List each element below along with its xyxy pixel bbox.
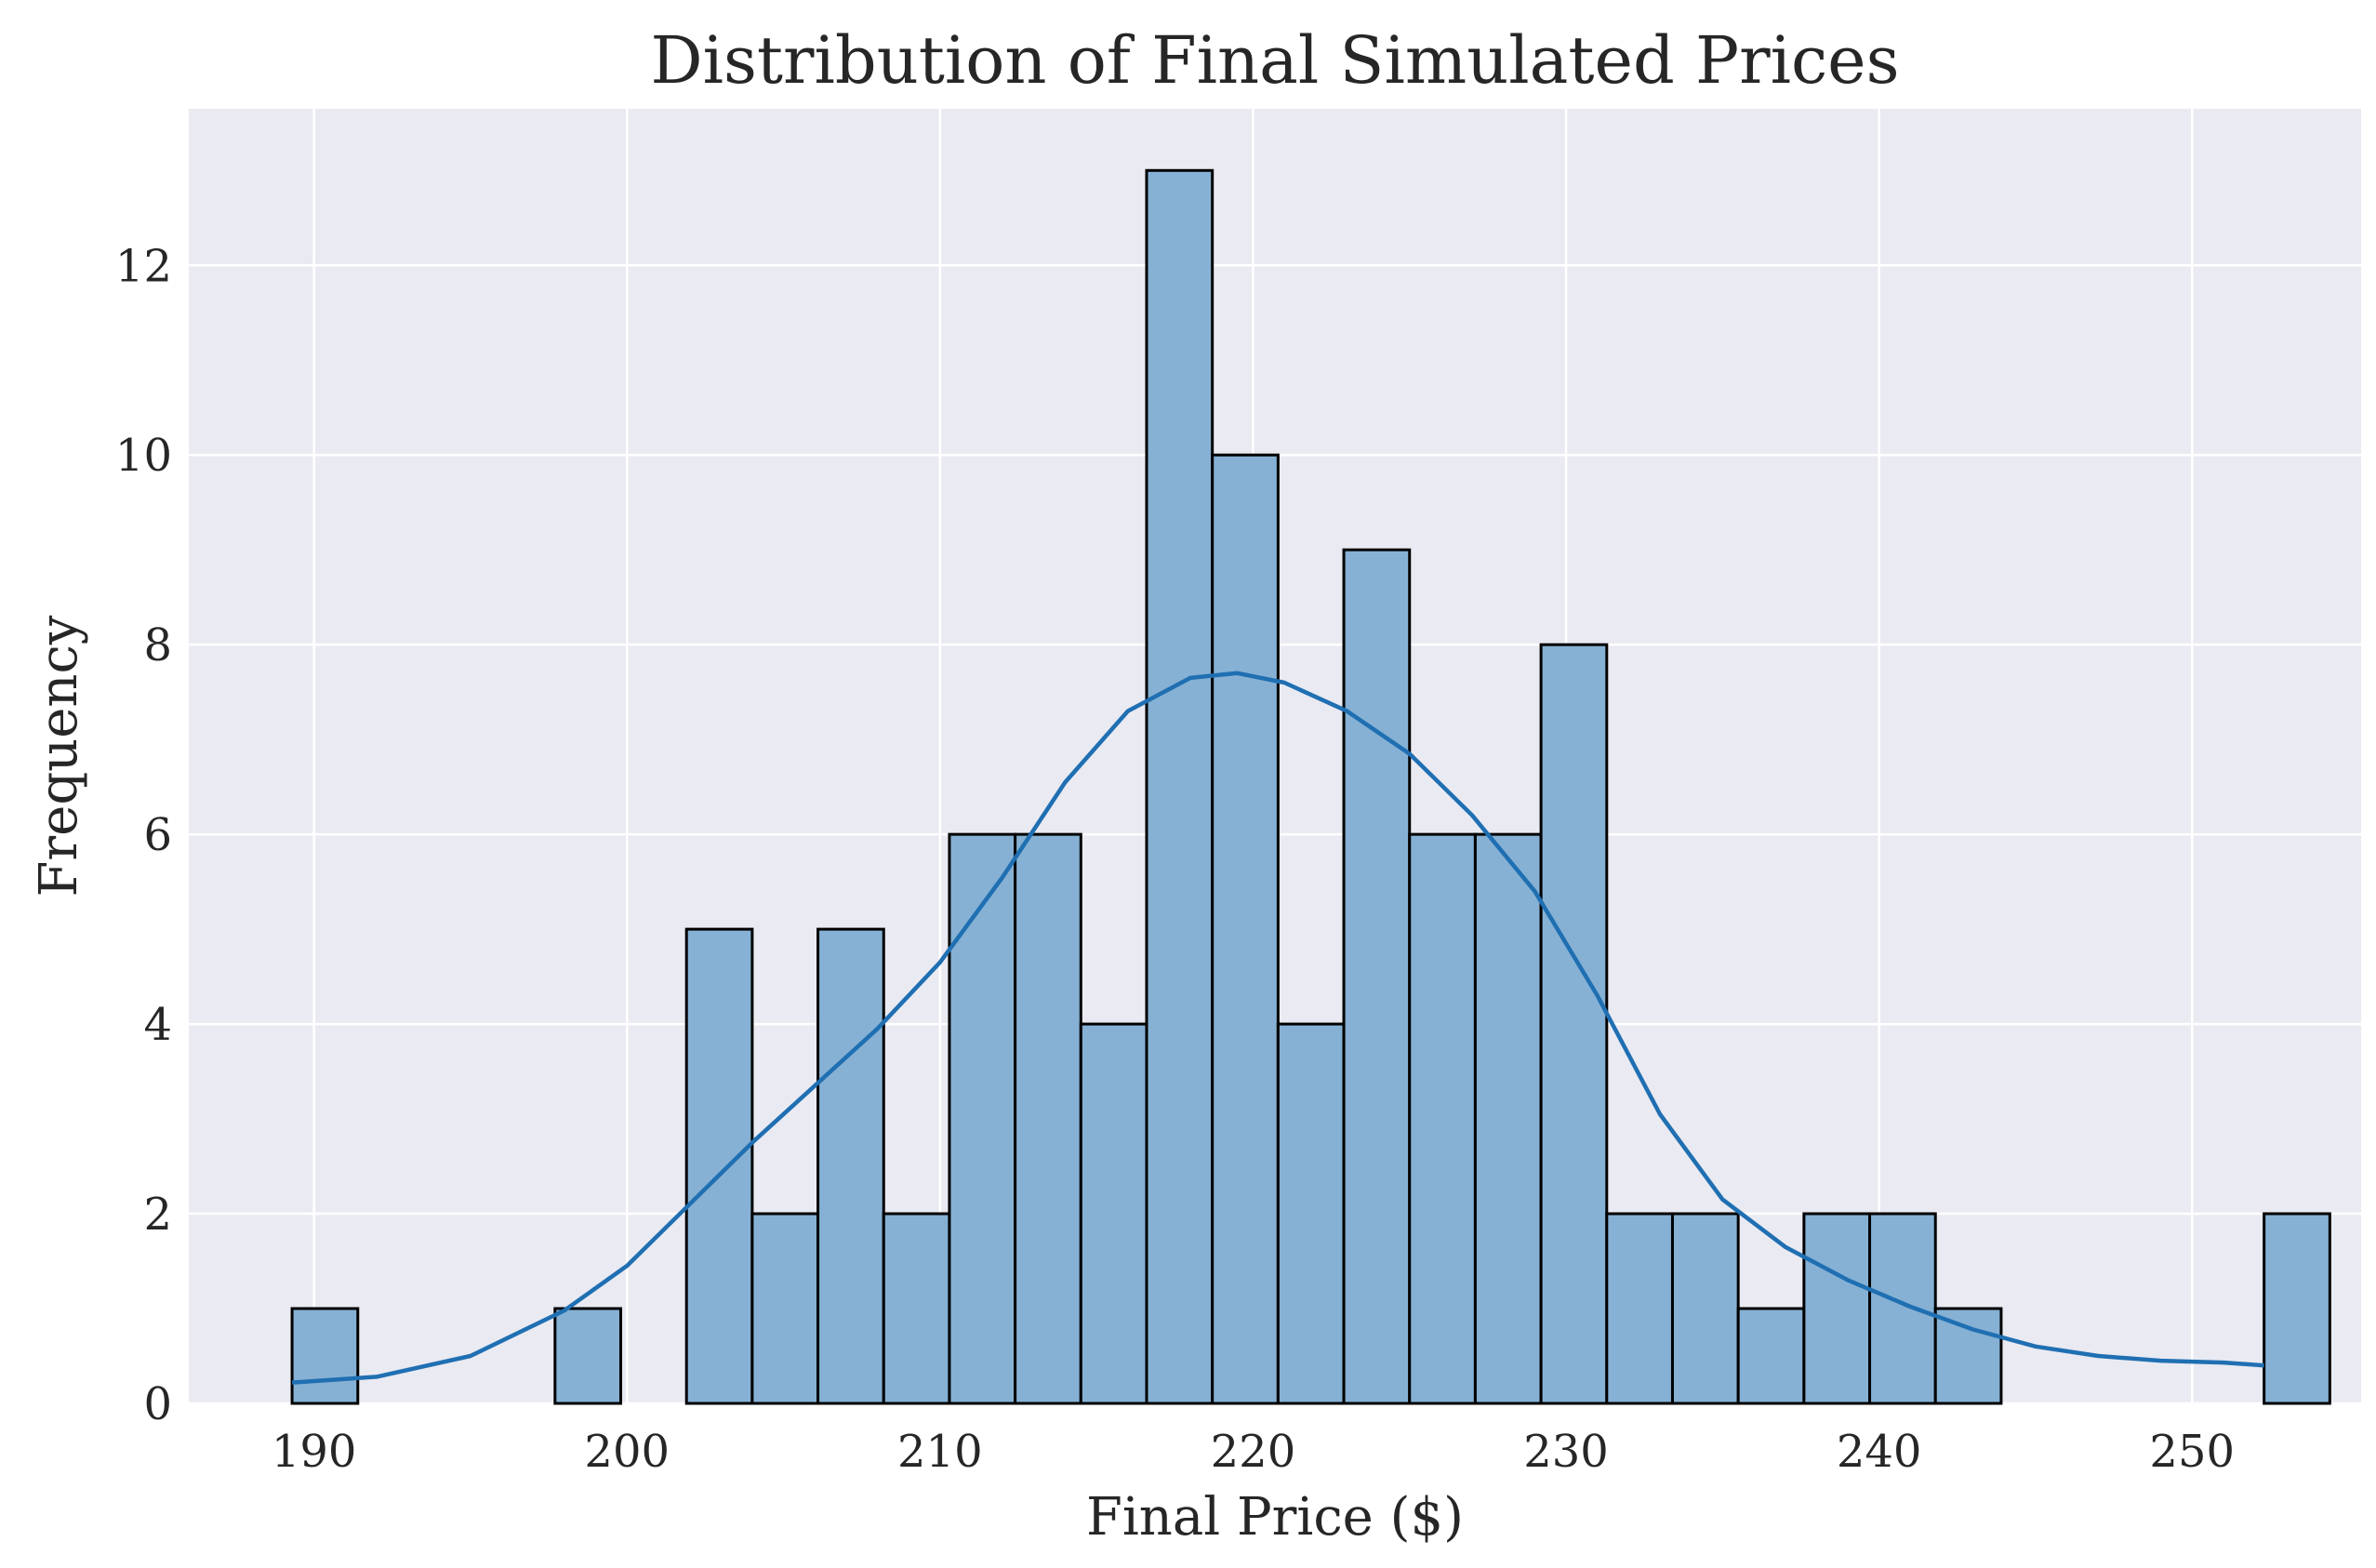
y-tick-label: 2: [143, 1189, 172, 1241]
histogram-bar: [2263, 1212, 2331, 1405]
histogram-bar: [948, 832, 1017, 1405]
histogram-bar: [1736, 1307, 1806, 1405]
histogram-bar: [684, 927, 754, 1405]
histogram-bars: [290, 168, 2331, 1405]
kde-curve: [291, 671, 2264, 1385]
y-tick-label: 8: [143, 619, 172, 671]
histogram-bar: [1802, 1212, 1872, 1405]
histogram-bar: [1670, 1212, 1740, 1405]
histogram-bar: [1605, 1212, 1674, 1405]
y-axis-label: Frequency: [29, 615, 89, 897]
y-tick-label: 0: [143, 1378, 172, 1430]
histogram-bar: [882, 1212, 951, 1405]
histogram-bar: [1079, 1022, 1148, 1405]
x-tick-labels: 190 200 210 220 230 240 250: [272, 1426, 2235, 1478]
histogram-bar: [1933, 1307, 2003, 1405]
x-tick-label: 220: [1211, 1426, 1296, 1478]
histogram-bar: [1276, 1022, 1346, 1405]
x-tick-label: 230: [1523, 1426, 1609, 1478]
histogram-bar: [750, 1212, 820, 1405]
histogram-bar: [1473, 832, 1543, 1405]
y-tick-label: 10: [115, 430, 172, 482]
histogram-bar: [290, 1307, 360, 1405]
y-tick-label: 4: [143, 999, 172, 1051]
histogram-bar: [1145, 168, 1215, 1405]
x-tick-label: 240: [1837, 1426, 1922, 1478]
histogram-bar: [1211, 453, 1280, 1405]
histogram-bar: [1539, 643, 1609, 1405]
histogram-bar: [1342, 548, 1412, 1405]
histogram-bar: [1868, 1212, 1937, 1405]
y-tick-label: 12: [115, 240, 172, 292]
x-tick-label: 200: [584, 1426, 670, 1478]
x-axis-label: Final Price ($): [1086, 1487, 1464, 1548]
histogram-bar: [1014, 832, 1082, 1405]
y-tick-labels: 0 2 4 6 8 10 12: [115, 240, 172, 1430]
x-tick-label: 190: [272, 1426, 357, 1478]
x-tick-label: 250: [2149, 1426, 2235, 1478]
histogram-bar: [816, 927, 885, 1405]
y-tick-label: 6: [143, 809, 172, 861]
chart-title: Distribution of Final Simulated Prices: [650, 22, 1899, 99]
histogram-bar: [1408, 832, 1477, 1405]
x-tick-label: 210: [897, 1426, 983, 1478]
histogram-bar: [553, 1307, 623, 1405]
